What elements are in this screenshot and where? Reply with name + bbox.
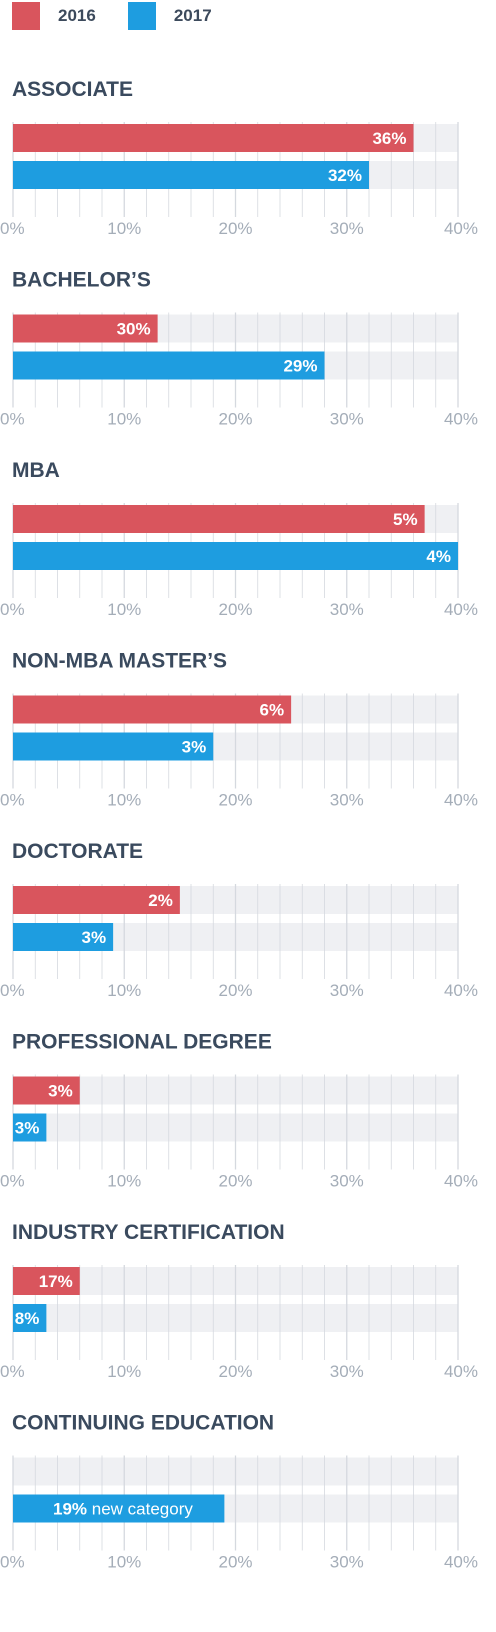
x-tick-label: 0%	[0, 410, 25, 429]
bar-2016	[13, 695, 292, 724]
x-tick-label: 20%	[218, 791, 252, 810]
x-tick-label: 30%	[330, 1362, 364, 1381]
chart-block-mba: MBA 5% 4% 0% 10% 20% 30% 40%	[0, 459, 478, 619]
x-tick-label: 0%	[0, 219, 25, 238]
category-title: BACHELOR’S	[12, 269, 151, 292]
bar-label-2016: 2%	[148, 891, 173, 910]
bar-2017	[13, 351, 325, 380]
chart-block-professional-degree: PROFESSIONAL DEGREE 3% 3% 0% 10% 20% 30% 40%	[0, 1031, 478, 1191]
bar-label-suffix: new category	[87, 1500, 193, 1519]
x-tick-label: 10%	[107, 791, 141, 810]
bar-label-2017: 3%	[182, 738, 207, 757]
category-title: INDUSTRY CERTIFICATION	[12, 1221, 285, 1244]
x-tick-label: 20%	[218, 1362, 252, 1381]
x-tick-label: 40%	[444, 410, 478, 429]
x-tick-label: 40%	[444, 1172, 478, 1191]
x-tick-label: 40%	[444, 600, 478, 619]
x-tick-label: 0%	[0, 981, 25, 1000]
x-tick-label: 0%	[0, 600, 25, 619]
x-tick-label: 20%	[218, 1172, 252, 1191]
bar-2016	[13, 886, 180, 914]
bar-label-2017: 29%	[283, 357, 317, 376]
x-tick-label: 30%	[330, 410, 364, 429]
bar-2016	[13, 505, 425, 533]
bar-2017	[13, 1113, 47, 1142]
bar-label-2016: 6%	[260, 701, 285, 720]
x-tick-label: 0%	[0, 791, 25, 810]
legend-label-2016: 2016	[58, 6, 96, 25]
x-tick-label: 10%	[107, 410, 141, 429]
bar-label-2017: 3%	[15, 1119, 40, 1138]
bar-2017	[13, 732, 214, 761]
x-tick-label: 40%	[444, 1362, 478, 1381]
bar-2017	[13, 161, 369, 189]
chart-block-associate: ASSOCIATE 36% 32% 0% 10% 20% 30% 40%	[0, 78, 478, 238]
x-tick-label: 40%	[444, 1553, 478, 1572]
x-tick-label: 10%	[107, 600, 141, 619]
x-tick-label: 0%	[0, 1172, 25, 1191]
bar-2017	[13, 542, 458, 570]
chart-block-industry-certification: INDUSTRY CERTIFICATION 17% 8% 0% 10% 20% 30% 40…	[0, 1221, 478, 1381]
x-tick-label: 0%	[0, 1362, 25, 1381]
x-tick-label: 30%	[330, 1553, 364, 1572]
x-tick-label: 20%	[218, 600, 252, 619]
bar-label-2016: 3%	[48, 1082, 73, 1101]
bar-label-2016: 5%	[393, 510, 418, 529]
legend-swatch-2016	[12, 2, 40, 30]
category-title: CONTINUING EDUCATION	[12, 1412, 274, 1435]
x-tick-label: 20%	[218, 219, 252, 238]
legend: 2016 2017	[12, 0, 244, 32]
bar-2016	[13, 314, 158, 343]
bar-label-2016: 17%	[39, 1272, 73, 1291]
category-title: MBA	[12, 459, 60, 482]
legend-item-2017: 2017	[127, 2, 212, 30]
bar-2016	[13, 124, 414, 152]
x-tick-label: 40%	[444, 219, 478, 238]
category-title: ASSOCIATE	[12, 78, 133, 101]
x-tick-label: 20%	[218, 410, 252, 429]
bar-2017	[13, 1494, 225, 1523]
x-tick-label: 40%	[444, 981, 478, 1000]
bar-label-2017: 32%	[328, 166, 362, 185]
x-tick-label: 20%	[218, 981, 252, 1000]
chart-block-bachelor-s: BACHELOR’S 30% 29% 0% 10% 20% 30% 40%	[0, 269, 478, 429]
bar-2017	[13, 923, 114, 951]
x-tick-label: 30%	[330, 981, 364, 1000]
legend-item-2016: 2016	[12, 2, 96, 30]
legend-label-2017: 2017	[173, 6, 212, 25]
category-title: PROFESSIONAL DEGREE	[12, 1031, 272, 1054]
bar-2016	[13, 1076, 80, 1105]
bar-label-2016: 36%	[372, 129, 406, 148]
chart-block-continuing-education: CONTINUING EDUCATION 19% new category 0% 10…	[0, 1412, 478, 1572]
bar-2017	[13, 1304, 47, 1332]
bar-label-2016: 30%	[117, 320, 151, 339]
category-title: NON-MBA MASTER’S	[12, 650, 227, 673]
chart-block-non-mba-master-s: NON-MBA MASTER’S 6% 3% 0% 10% 20% 30% 40%	[0, 650, 478, 810]
bar-label-2017: 3%	[82, 928, 107, 947]
x-tick-label: 20%	[218, 1553, 252, 1572]
x-tick-label: 30%	[330, 219, 364, 238]
bar-2016	[13, 1267, 80, 1295]
x-tick-label: 10%	[107, 1172, 141, 1191]
x-tick-label: 0%	[0, 1553, 25, 1572]
category-title: DOCTORATE	[12, 840, 143, 863]
x-tick-label: 30%	[330, 791, 364, 810]
x-tick-label: 10%	[107, 1362, 141, 1381]
bar-label-2017: 8%	[15, 1309, 40, 1328]
chart-block-doctorate: DOCTORATE 2% 3% 0% 10% 20% 30% 40%	[0, 840, 478, 1000]
bar-label-value: 19%	[53, 1500, 87, 1519]
legend-swatch-2017	[127, 2, 156, 30]
x-tick-label: 10%	[107, 981, 141, 1000]
x-tick-label: 40%	[444, 791, 478, 810]
x-tick-label: 10%	[107, 219, 141, 238]
x-tick-label: 30%	[330, 600, 364, 619]
x-tick-label: 10%	[107, 1553, 141, 1572]
x-tick-label: 30%	[330, 1172, 364, 1191]
bar-label-2017: 4%	[426, 547, 451, 566]
bar-label-2017: 19% new category	[53, 1500, 193, 1519]
